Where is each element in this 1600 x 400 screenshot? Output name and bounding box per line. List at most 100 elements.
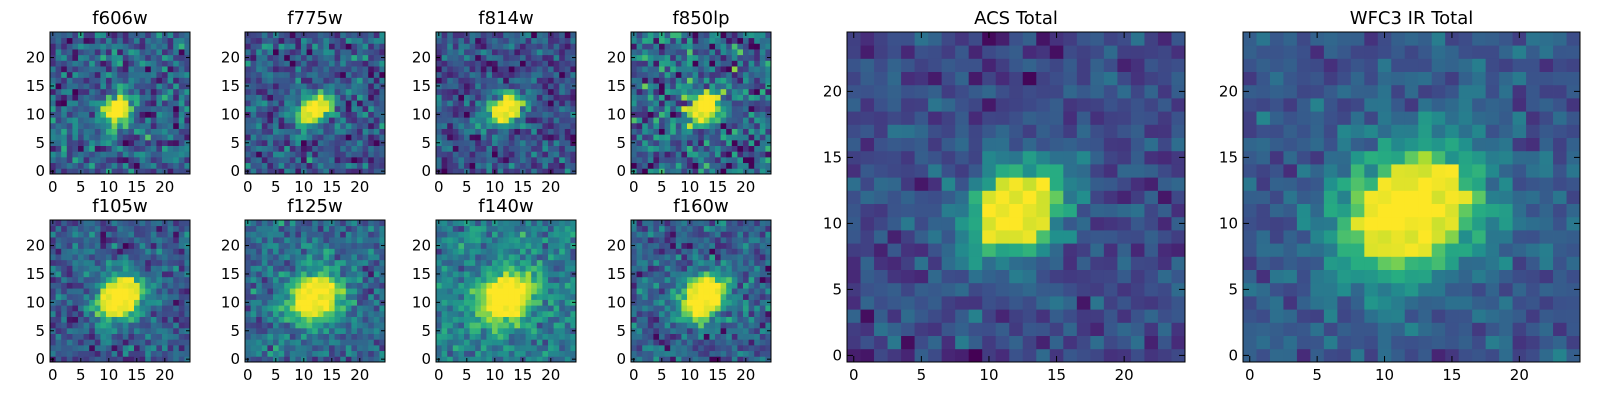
heatmap-cell bbox=[379, 88, 386, 95]
heatmap-cell bbox=[480, 151, 487, 158]
heatmap-cell bbox=[647, 117, 654, 124]
heatmap-cell bbox=[156, 316, 163, 323]
heatmap-cell bbox=[670, 322, 677, 329]
heatmap-cell bbox=[759, 333, 766, 340]
heatmap-cell bbox=[436, 350, 442, 357]
heatmap-cell bbox=[492, 276, 498, 283]
heatmap-cell bbox=[261, 350, 268, 357]
heatmap-cell bbox=[698, 134, 705, 141]
heatmap-cell bbox=[55, 105, 62, 112]
heatmap-cell bbox=[542, 299, 549, 306]
heatmap-cell bbox=[250, 100, 257, 107]
heatmap-cell bbox=[647, 293, 654, 300]
heatmap-cell bbox=[340, 71, 347, 78]
heatmap-cell bbox=[245, 225, 251, 232]
x-tick-label: 10 bbox=[485, 178, 504, 196]
heatmap-cell bbox=[111, 339, 118, 346]
heatmap-cell bbox=[379, 282, 386, 289]
heatmap-cell bbox=[726, 156, 733, 164]
heatmap-cell bbox=[464, 231, 470, 238]
x-tick-label: 10 bbox=[99, 366, 118, 384]
heatmap-cell bbox=[329, 350, 335, 357]
heatmap-cell bbox=[703, 293, 710, 300]
heatmap-cell bbox=[687, 151, 693, 158]
heatmap-cell bbox=[173, 220, 180, 227]
heatmap-cell bbox=[78, 139, 84, 146]
heatmap-cell bbox=[106, 145, 112, 152]
heatmap-cell bbox=[469, 350, 476, 357]
heatmap-cell bbox=[72, 43, 79, 50]
heatmap-cell bbox=[709, 310, 716, 317]
heatmap-cell bbox=[469, 88, 476, 95]
heatmap-cell bbox=[89, 327, 96, 334]
heatmap-cell bbox=[664, 327, 671, 334]
heatmap-cell bbox=[441, 288, 448, 295]
heatmap-cell bbox=[525, 316, 532, 323]
heatmap-cell bbox=[687, 276, 693, 283]
heatmap-cell bbox=[117, 77, 124, 84]
heatmap-cell bbox=[553, 128, 560, 135]
heatmap-cell bbox=[642, 128, 649, 135]
heatmap-cell bbox=[675, 83, 682, 90]
heatmap-cell bbox=[173, 37, 180, 44]
heatmap-cell bbox=[754, 350, 761, 357]
heatmap-cell bbox=[250, 282, 257, 289]
heatmap-cell bbox=[295, 254, 302, 261]
heatmap-cell bbox=[261, 37, 268, 44]
heatmap-cell bbox=[278, 168, 285, 175]
heatmap-cell bbox=[122, 60, 129, 67]
heatmap-cell bbox=[464, 237, 470, 244]
heatmap-cell bbox=[548, 54, 554, 61]
heatmap-cell bbox=[66, 316, 73, 323]
heatmap-cell bbox=[167, 77, 174, 84]
heatmap-cell bbox=[66, 322, 73, 329]
heatmap-cell bbox=[559, 49, 566, 56]
heatmap-cell bbox=[128, 111, 135, 118]
heatmap-cell bbox=[692, 66, 699, 73]
heatmap-cell bbox=[564, 71, 571, 78]
heatmap-cell bbox=[117, 299, 124, 306]
heatmap-cell bbox=[670, 151, 677, 158]
heatmap-cell bbox=[145, 134, 152, 141]
heatmap-cell bbox=[480, 299, 487, 306]
heatmap-cell bbox=[167, 265, 174, 272]
heatmap-cell bbox=[55, 71, 62, 78]
heatmap-cell bbox=[687, 71, 693, 78]
heatmap-cell bbox=[351, 254, 358, 261]
heatmap-cell bbox=[536, 356, 543, 363]
heatmap-cell bbox=[508, 299, 515, 306]
heatmap-cell bbox=[89, 288, 96, 295]
heatmap-cell bbox=[284, 66, 291, 73]
heatmap-cell bbox=[334, 339, 341, 346]
heatmap-cell bbox=[267, 288, 274, 295]
heatmap-cell bbox=[548, 225, 554, 232]
heatmap-cell bbox=[295, 49, 302, 56]
heatmap-cell bbox=[681, 134, 688, 141]
heatmap-cell bbox=[94, 265, 101, 272]
heatmap-cell bbox=[475, 71, 482, 78]
heatmap-cell bbox=[145, 111, 152, 118]
heatmap-cell bbox=[139, 220, 146, 227]
heatmap-cell bbox=[570, 265, 577, 272]
panel-title: f850lp bbox=[672, 8, 729, 29]
heatmap-cell bbox=[139, 168, 146, 175]
heatmap-cell bbox=[317, 49, 324, 56]
heatmap-cell bbox=[564, 139, 571, 146]
heatmap-cell bbox=[323, 32, 330, 39]
heatmap-cell bbox=[754, 139, 761, 146]
heatmap-cell bbox=[83, 88, 90, 95]
heatmap-cell bbox=[564, 237, 571, 244]
heatmap-cell bbox=[373, 117, 380, 124]
heatmap-cell bbox=[111, 276, 118, 283]
heatmap-cell bbox=[150, 54, 157, 61]
heatmap-cell bbox=[289, 327, 296, 334]
heatmap-cell bbox=[150, 88, 157, 95]
heatmap-cell bbox=[664, 134, 671, 141]
heatmap-cell bbox=[150, 60, 157, 67]
heatmap-cell bbox=[508, 100, 515, 107]
heatmap-cell bbox=[748, 128, 755, 135]
heatmap-cell bbox=[139, 71, 146, 78]
heatmap-cell bbox=[709, 122, 716, 129]
heatmap-cell bbox=[503, 248, 510, 255]
heatmap-cell bbox=[128, 43, 135, 50]
